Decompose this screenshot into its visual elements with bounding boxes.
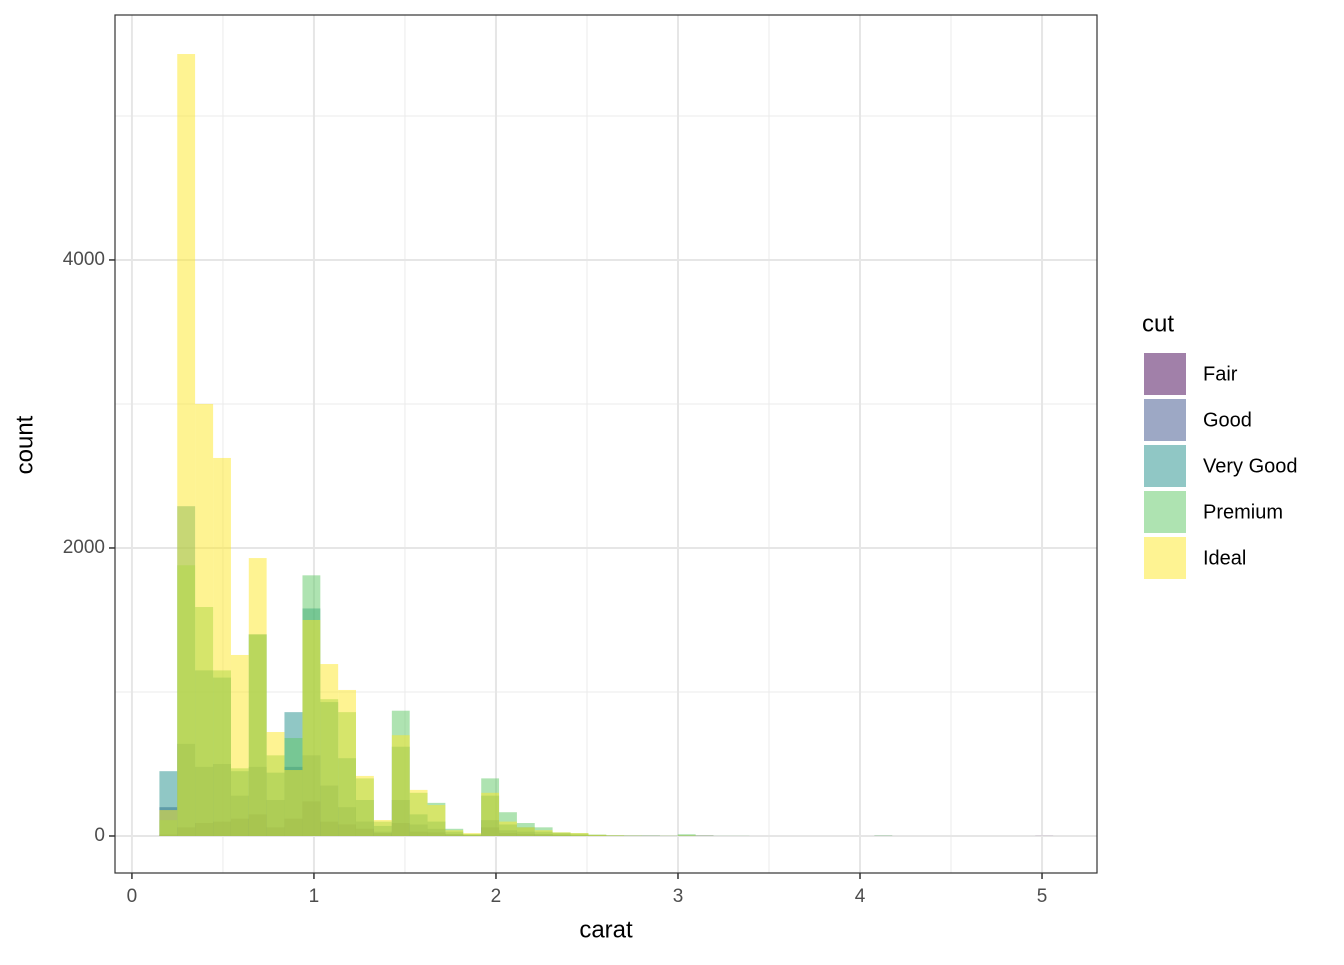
legend-swatch — [1144, 445, 1186, 487]
legend-label: Ideal — [1203, 547, 1246, 569]
histogram-bar — [428, 805, 446, 836]
x-tick-label: 2 — [491, 886, 502, 907]
histogram-bar — [338, 690, 356, 836]
histogram-bar — [284, 770, 302, 836]
histogram-bar — [499, 822, 517, 836]
y-tick-label: 2000 — [63, 537, 105, 558]
histogram-bar — [481, 793, 499, 836]
histogram-bar — [588, 835, 606, 836]
legend-label: Fair — [1203, 363, 1238, 385]
histogram-bar — [356, 776, 374, 836]
legend-swatch — [1144, 491, 1186, 533]
histogram-bar — [571, 833, 589, 836]
histogram-bar — [517, 827, 535, 836]
histogram-bar — [320, 664, 338, 836]
histogram-bar — [392, 735, 410, 836]
histogram-bar — [177, 54, 195, 836]
histogram-bar — [302, 620, 320, 836]
legend-swatch — [1144, 353, 1186, 395]
x-tick-label: 0 — [127, 886, 138, 907]
histogram-bar — [267, 732, 285, 836]
legend-label: Very Good — [1203, 455, 1298, 477]
histogram-bar — [374, 820, 392, 836]
histogram-bar — [606, 835, 624, 836]
x-axis-title: carat — [579, 916, 633, 943]
histogram-bar — [463, 833, 481, 836]
histogram-bar — [535, 830, 553, 836]
histogram-bar — [410, 790, 428, 836]
x-tick-label: 3 — [673, 886, 684, 907]
y-axis-title: count — [11, 415, 38, 474]
legend-swatch — [1144, 537, 1186, 579]
histogram-bar — [159, 810, 177, 836]
legend-swatch — [1144, 399, 1186, 441]
x-tick-label: 4 — [855, 886, 866, 907]
histogram-bar — [553, 832, 571, 836]
y-tick-label: 4000 — [63, 249, 105, 270]
x-tick-label: 5 — [1037, 886, 1048, 907]
histogram-bar — [195, 404, 213, 836]
y-tick-label: 0 — [94, 825, 105, 846]
histogram-bar — [445, 830, 463, 836]
legend-label: Good — [1203, 409, 1252, 431]
legend-label: Premium — [1203, 501, 1283, 523]
histogram-bar — [249, 558, 267, 836]
legend-title: cut — [1142, 310, 1174, 337]
histogram-bar — [213, 458, 231, 836]
x-tick-label: 1 — [309, 886, 320, 907]
histogram-bar — [231, 655, 249, 836]
